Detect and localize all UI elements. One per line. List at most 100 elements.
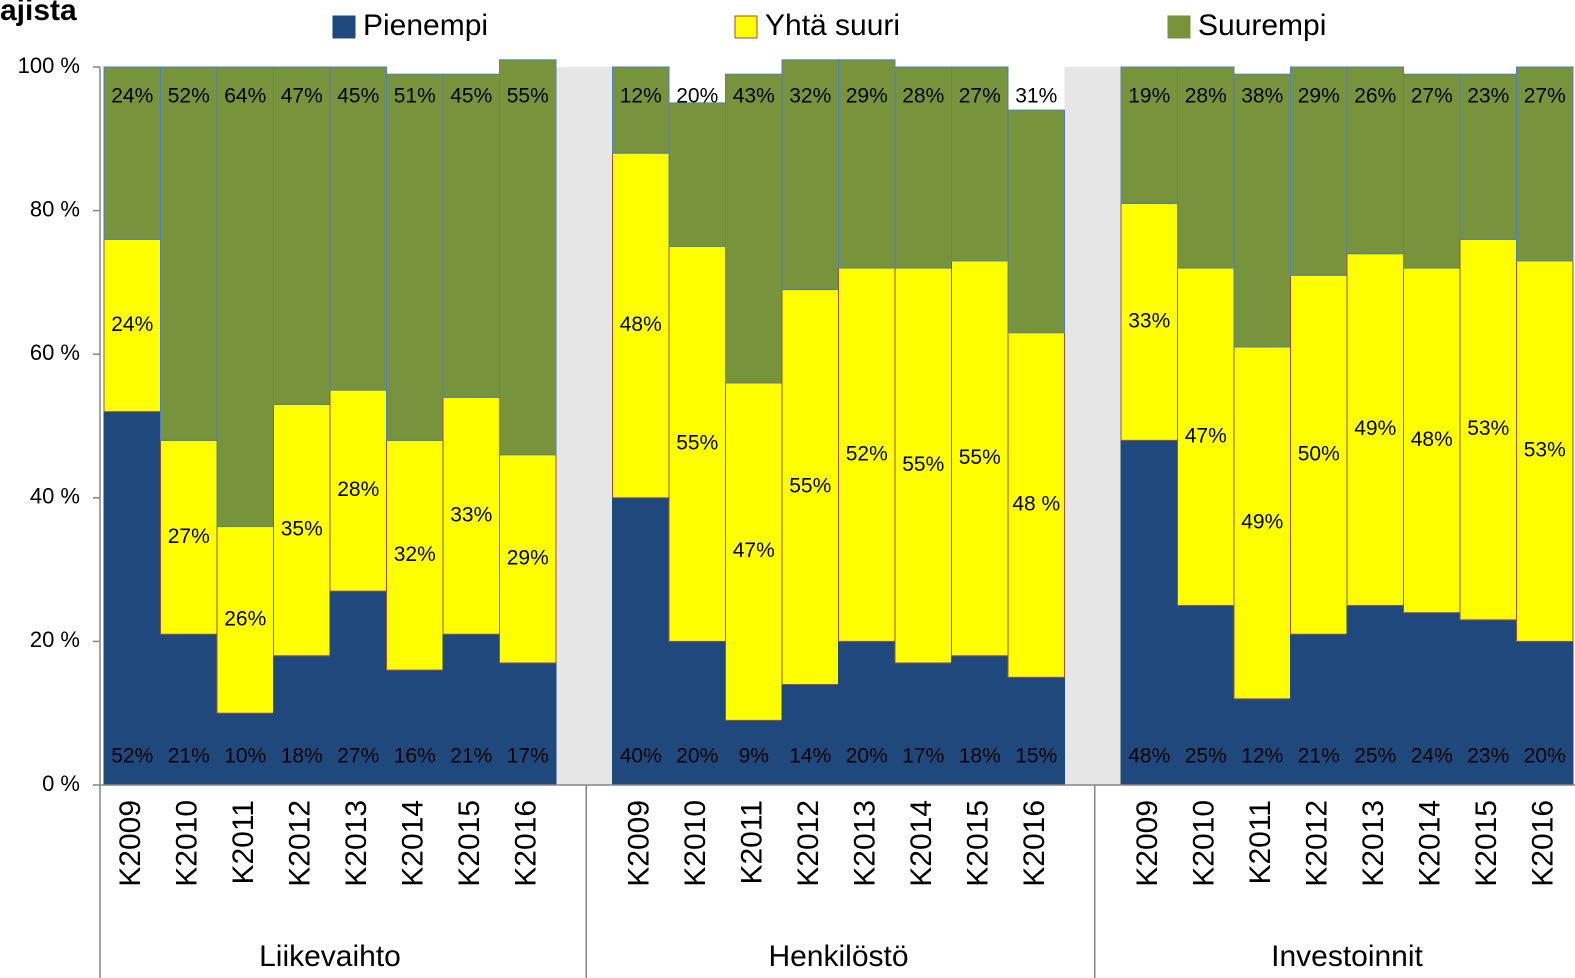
x-tick-label: K2011 bbox=[227, 800, 260, 885]
value-label: 45% bbox=[337, 85, 379, 108]
x-tick-label: K2009 bbox=[1131, 800, 1164, 887]
value-label: 12% bbox=[1241, 745, 1283, 768]
value-label: 19% bbox=[1128, 85, 1170, 108]
value-label: 23% bbox=[1467, 85, 1509, 108]
bar-segment bbox=[1120, 202, 1178, 441]
value-label: 48% bbox=[1411, 428, 1453, 451]
bar-segment bbox=[1177, 66, 1235, 269]
value-label: 55% bbox=[676, 431, 718, 454]
bar-segment bbox=[612, 497, 670, 786]
value-label: 27% bbox=[168, 525, 210, 548]
bar-segment bbox=[1459, 73, 1517, 240]
bar-segment bbox=[838, 640, 896, 786]
value-label: 26% bbox=[224, 607, 266, 630]
value-label: 52% bbox=[846, 442, 888, 465]
value-label: 52% bbox=[168, 85, 210, 108]
value-label: 29% bbox=[1298, 85, 1340, 108]
bar-segment bbox=[499, 662, 557, 786]
y-tick-label: 60 % bbox=[30, 340, 80, 365]
bar-segment bbox=[216, 66, 274, 528]
value-label: 15% bbox=[1015, 745, 1057, 768]
value-label: 20% bbox=[676, 85, 718, 108]
value-label: 55% bbox=[507, 85, 549, 108]
y-tick-label: 0 % bbox=[42, 771, 80, 796]
group-label: Investoinnit bbox=[1271, 940, 1423, 973]
bar-segment bbox=[951, 260, 1009, 657]
x-tick-label: K2015 bbox=[453, 800, 486, 887]
legend-swatch bbox=[734, 15, 758, 39]
value-label: 20% bbox=[676, 745, 718, 768]
value-label: 20% bbox=[846, 745, 888, 768]
value-label: 55% bbox=[789, 475, 831, 498]
bar-segment bbox=[1403, 73, 1461, 269]
value-label: 35% bbox=[281, 518, 323, 541]
x-tick-label: K2016 bbox=[1018, 800, 1051, 887]
x-tick-label: K2013 bbox=[849, 800, 882, 887]
value-label: 49% bbox=[1354, 417, 1396, 440]
bar-segment bbox=[1346, 605, 1404, 786]
value-label: 20% bbox=[1524, 745, 1566, 768]
value-label: 64% bbox=[224, 85, 266, 108]
bar-segment bbox=[1346, 66, 1404, 255]
bar-segment bbox=[386, 439, 444, 671]
value-label: 48% bbox=[620, 313, 662, 336]
value-label: 29% bbox=[507, 546, 549, 569]
x-tick-label: K2013 bbox=[340, 800, 373, 887]
bar-segment bbox=[668, 246, 726, 642]
x-tick-label: K2011 bbox=[1244, 800, 1277, 885]
value-label: 31% bbox=[1015, 85, 1057, 108]
bar-segment bbox=[499, 59, 557, 456]
value-label: 27% bbox=[337, 745, 379, 768]
bar-segment bbox=[329, 590, 387, 786]
bar-segment bbox=[951, 66, 1009, 262]
value-label: 53% bbox=[1524, 439, 1566, 462]
bar-segment bbox=[1516, 640, 1574, 786]
x-tick-label: K2014 bbox=[397, 800, 430, 887]
bar-segment bbox=[329, 66, 387, 391]
bar-segment bbox=[160, 66, 218, 441]
bar-segment bbox=[1516, 260, 1574, 642]
value-label: 12% bbox=[620, 85, 662, 108]
bar-segment bbox=[1346, 253, 1404, 606]
value-label: 43% bbox=[733, 85, 775, 108]
bar-segment bbox=[838, 59, 896, 269]
bar-segment bbox=[1459, 238, 1517, 621]
bar-segment bbox=[1290, 66, 1348, 276]
bar-segment bbox=[1177, 267, 1235, 606]
bar-segment bbox=[216, 526, 274, 714]
x-tick-label: K2014 bbox=[905, 800, 938, 887]
value-label: 16% bbox=[394, 745, 436, 768]
bar-segment bbox=[612, 152, 670, 499]
x-tick-label: K2016 bbox=[510, 800, 543, 887]
chart-title: ajista bbox=[0, 0, 77, 27]
bar-segment bbox=[160, 633, 218, 786]
value-label: 51% bbox=[394, 85, 436, 108]
bar-segment bbox=[216, 712, 274, 786]
x-tick-label: K2010 bbox=[679, 800, 712, 887]
group-gap bbox=[556, 67, 613, 785]
bar-segment bbox=[781, 59, 839, 291]
group-label: Henkilöstö bbox=[768, 940, 908, 973]
value-label: 10% bbox=[224, 745, 266, 768]
value-label: 23% bbox=[1467, 745, 1509, 768]
x-tick-label: K2015 bbox=[962, 800, 995, 887]
value-label: 27% bbox=[959, 85, 1001, 108]
value-label: 33% bbox=[450, 503, 492, 526]
x-tick-label: K2010 bbox=[171, 800, 204, 887]
bar-segment bbox=[781, 683, 839, 786]
bar-segment bbox=[1120, 439, 1178, 786]
x-tick-label: K2011 bbox=[736, 800, 769, 885]
value-label: 47% bbox=[1185, 424, 1227, 447]
value-label: 25% bbox=[1354, 745, 1396, 768]
legend-label: Yhtä suuri bbox=[765, 9, 900, 42]
value-label: 55% bbox=[959, 446, 1001, 469]
value-label: 47% bbox=[733, 539, 775, 562]
value-label: 48 % bbox=[1012, 493, 1060, 516]
value-label: 21% bbox=[1298, 745, 1340, 768]
value-label: 32% bbox=[394, 543, 436, 566]
bar-segment bbox=[725, 719, 783, 786]
value-label: 17% bbox=[902, 745, 944, 768]
bar-segment bbox=[499, 454, 557, 664]
bar-segment bbox=[612, 66, 670, 154]
bar-segment bbox=[725, 382, 783, 721]
